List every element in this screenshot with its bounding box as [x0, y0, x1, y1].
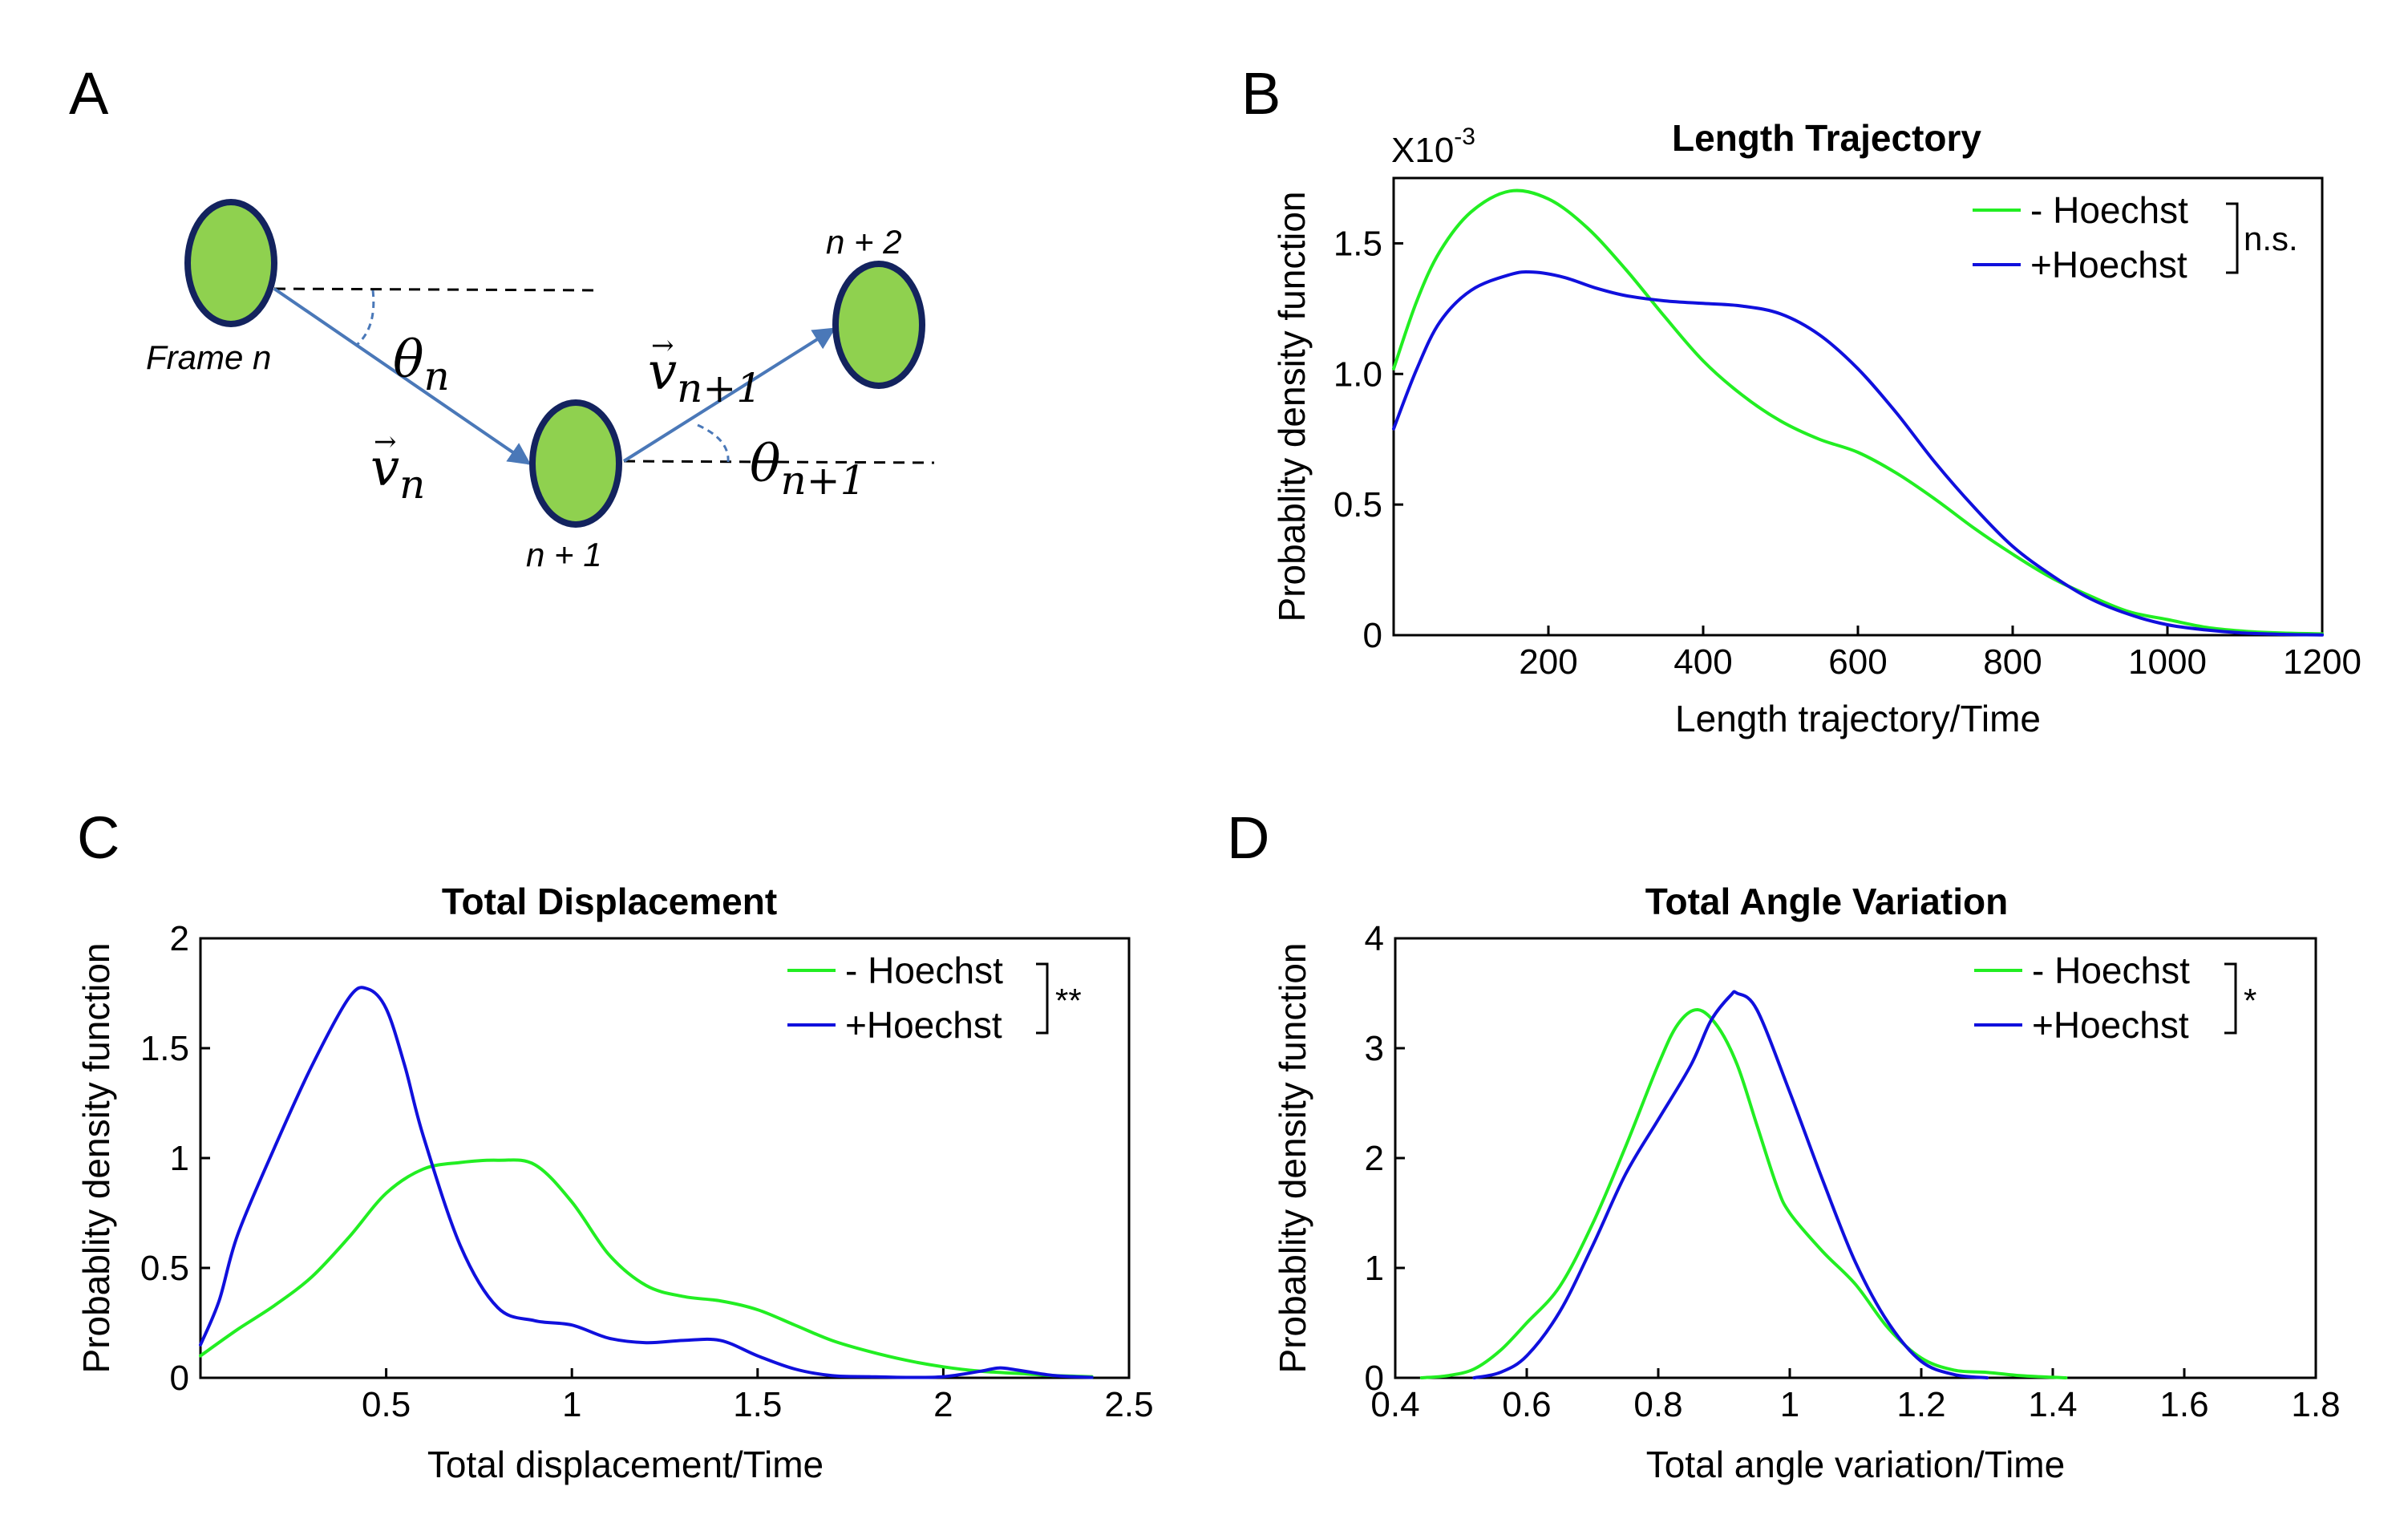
chart-c-series-plus-hoechst	[199, 986, 1094, 1379]
chart-c-significance: **	[1055, 982, 1082, 1019]
chart-c-x-tick-label: 2.5	[1104, 1385, 1153, 1424]
legend-b-bracket	[2226, 202, 2239, 274]
chart-d-y-tick-label: 1	[1365, 1249, 1384, 1288]
chart-d-significance: *	[2244, 982, 2256, 1019]
chart-b-y-tick-label: 0	[1363, 616, 1382, 655]
chart-c-x-tick-label: 0.5	[362, 1385, 411, 1424]
chart-d-y-tick-label: 0	[1365, 1359, 1384, 1398]
chart-b-title: Length Trajectory	[1672, 117, 1981, 159]
chart-c-x-axis-label: Total displacement/Time	[427, 1444, 824, 1485]
chart-d-x-axis-label: Total angle variation/Time	[1646, 1444, 2065, 1485]
theta-n1-symbol: θn+1	[750, 435, 865, 504]
chart-b-x-tick-label: 400	[1673, 642, 1732, 682]
chart-b-y-tick-label: 0.5	[1334, 485, 1382, 524]
angle-arc-n1	[697, 423, 730, 463]
chart-d-y-tick-label: 3	[1365, 1029, 1384, 1068]
velocity-arrow-n	[273, 287, 532, 465]
velocity-arrow-n1	[622, 327, 836, 463]
chart-b-ticks: 200 400 600 800 1000 1200 0 0.5 1.0 1.5	[1334, 224, 2361, 682]
panel-d: D Total Angle Variation 0.4 0.6 0.8 1 1.2 1.4…	[1227, 804, 2341, 1485]
chart-d-y-axis-label: Probablity density function	[1272, 943, 1313, 1374]
panel-c-letter: C	[77, 804, 119, 871]
chart-b-x-axis-label: Length trajectory/Time	[1675, 698, 2041, 739]
chart-c-y-tick-label: 0	[170, 1359, 189, 1398]
chart-d-ticks: 0.4 0.6 0.8 1 1.2 1.4 1.6 1.8 0 1 2 3 4	[1365, 919, 2341, 1424]
chart-c-title: Total Displacement	[442, 881, 777, 922]
chart-c-legend: - Hoechst +Hoechst **	[787, 950, 1082, 1046]
chart-b-series	[1392, 188, 2324, 637]
chart-b-x-tick-label: 1200	[2283, 642, 2361, 682]
chart-d-y-tick-label: 2	[1365, 1139, 1384, 1178]
legend-c-minus-label: - Hoechst	[845, 950, 1003, 991]
panel-a: A Frame n n + 1 n + 2 θn θn+1 vn → vn+1 …	[69, 60, 935, 573]
chart-d-series	[1419, 990, 2068, 1379]
chart-b-x-tick-label: 800	[1983, 642, 2042, 682]
chart-d-title: Total Angle Variation	[1645, 881, 2008, 922]
v-n1-symbol: vn+1	[648, 342, 762, 411]
chart-c-ticks: 0.5 1 1.5 2 2.5 0 0.5 1 1.5 2	[140, 919, 1154, 1424]
v-n-vector-arrow: →	[374, 426, 397, 458]
chart-b-significance: n.s.	[2244, 220, 2298, 257]
chart-c-series	[199, 986, 1094, 1379]
chart-d-legend: - Hoechst +Hoechst *	[1974, 950, 2256, 1046]
chart-b-series-plus-hoechst	[1392, 270, 2324, 637]
legend-b-minus-label: - Hoechst	[2030, 189, 2188, 231]
chart-d-x-tick-label: 1.2	[1896, 1385, 1945, 1424]
chart-d-x-tick-label: 0.8	[1633, 1385, 1682, 1424]
chart-b-y-scale: X10-3	[1391, 124, 1475, 170]
chart-c-y-tick-label: 1.5	[140, 1029, 189, 1068]
chart-d-x-tick-label: 0.6	[1502, 1385, 1551, 1424]
legend-b-plus-label: +Hoechst	[2030, 244, 2187, 286]
panel-a-letter: A	[69, 60, 109, 127]
chart-c-x-tick-label: 1	[562, 1385, 581, 1424]
v-n-symbol: vn	[370, 439, 425, 508]
chart-d-x-tick-label: 1	[1780, 1385, 1799, 1424]
panel-d-letter: D	[1227, 804, 1269, 871]
chart-d-x-tick-label: 1.4	[2028, 1385, 2077, 1424]
angle-arc-n	[355, 290, 375, 346]
chart-c-y-tick-label: 1	[170, 1139, 189, 1178]
chart-c-y-axis-label: Probablity density function	[75, 943, 117, 1374]
panel-c: C Total Displacement 0.5 1 1.5 2 2.5 0 0.5 1 1.5…	[75, 804, 1154, 1485]
chart-d-series-minus-hoechst	[1419, 1008, 2068, 1379]
chart-b-series-minus-hoechst	[1392, 188, 2324, 636]
frame-n-label: Frame n	[146, 338, 271, 376]
legend-d-minus-label: - Hoechst	[2032, 950, 2190, 991]
theta-n-symbol: θn	[393, 330, 450, 399]
chart-c-y-tick-label: 0.5	[140, 1249, 189, 1288]
chart-c-series-minus-hoechst	[199, 1158, 1094, 1379]
frame-n1-label: n + 1	[526, 536, 602, 573]
cell-frame-n	[184, 199, 277, 327]
reference-line-n	[273, 287, 594, 292]
chart-c-x-tick-label: 1.5	[733, 1385, 782, 1424]
chart-d-x-tick-label: 1.8	[2291, 1385, 2340, 1424]
chart-b-x-tick-label: 600	[1828, 642, 1887, 682]
chart-b-y-tick-label: 1.0	[1334, 354, 1382, 394]
cell-frame-n1	[529, 399, 622, 528]
legend-c-bracket	[1036, 962, 1049, 1035]
chart-b-y-axis-label: Probablity density function	[1271, 192, 1313, 622]
legend-c-plus-label: +Hoechst	[845, 1004, 1002, 1046]
chart-d-x-tick-label: 0.4	[1370, 1385, 1419, 1424]
chart-b-y-tick-label: 1.5	[1334, 224, 1382, 263]
chart-b-legend: - Hoechst +Hoechst n.s.	[1973, 189, 2298, 286]
panel-b: B Length Trajectory X10-3 200 400 600 800 10…	[1241, 60, 2361, 739]
chart-c-y-tick-label: 2	[170, 919, 189, 958]
panel-b-letter: B	[1241, 60, 1281, 127]
v-n1-vector-arrow: →	[651, 330, 674, 362]
chart-b-x-tick-label: 1000	[2128, 642, 2207, 682]
legend-d-plus-label: +Hoechst	[2032, 1004, 2189, 1046]
cell-frame-n2	[832, 261, 925, 389]
frame-n2-label: n + 2	[826, 223, 902, 261]
chart-b-x-tick-label: 200	[1519, 642, 1577, 682]
chart-d-y-tick-label: 4	[1365, 919, 1384, 958]
chart-d-series-plus-hoechst	[1472, 990, 1989, 1379]
chart-d-x-tick-label: 1.6	[2159, 1385, 2208, 1424]
reference-line-n1	[623, 460, 935, 464]
legend-d-bracket	[2224, 962, 2237, 1035]
chart-c-x-tick-label: 2	[933, 1385, 953, 1424]
